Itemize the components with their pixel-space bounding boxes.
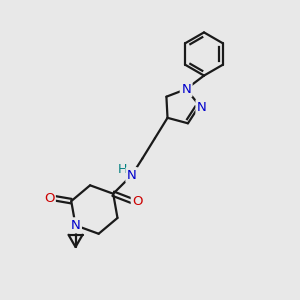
Text: O: O (44, 192, 54, 205)
Text: N: N (197, 100, 207, 114)
Text: N: N (70, 219, 80, 232)
Text: N: N (127, 169, 137, 182)
Text: N: N (181, 82, 191, 96)
Text: O: O (132, 195, 143, 208)
Text: H: H (118, 163, 128, 176)
